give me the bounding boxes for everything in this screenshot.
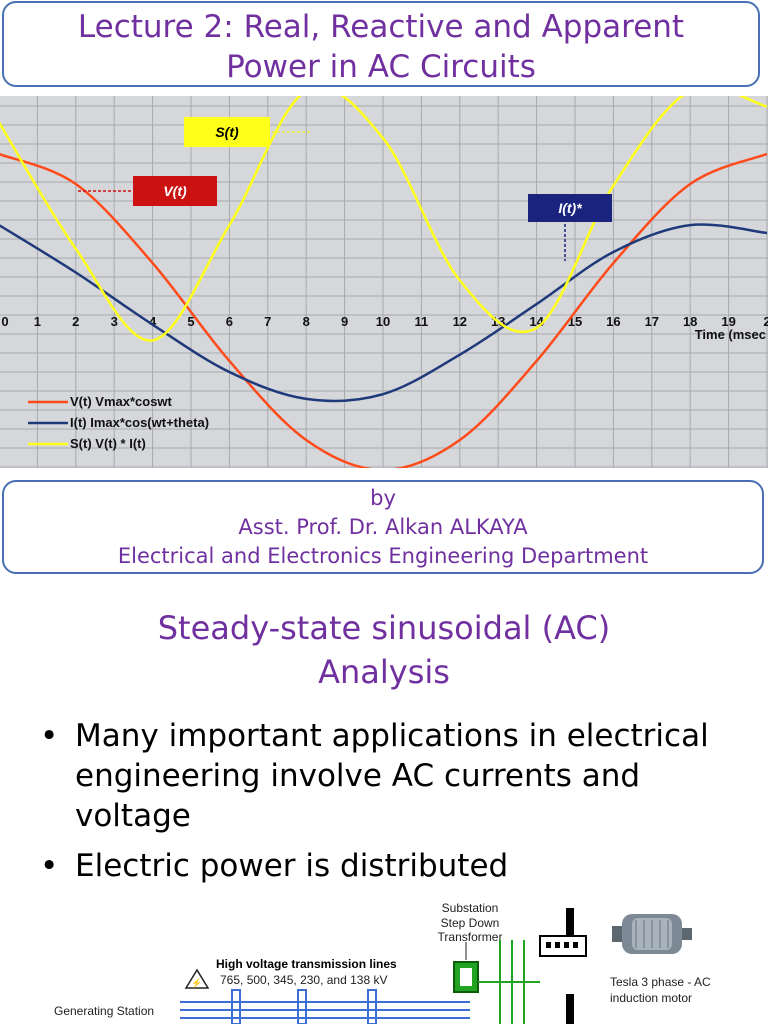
chart-background [0, 96, 768, 468]
x-tick-label: 18 [683, 314, 697, 329]
x-tick-label: 3 [111, 314, 118, 329]
series-line-current [0, 223, 768, 403]
bullet-marker: • [40, 718, 59, 754]
step-down-transformer [453, 940, 540, 1024]
x-tick-label: 5 [187, 314, 194, 329]
legend-current-label: I(t) Imax*cos(wt+theta) [70, 415, 209, 430]
x-tick-label: 11 [415, 314, 429, 329]
hv-title: High voltage transmission lines [216, 957, 397, 971]
x-tick-label: 4 [149, 314, 157, 329]
x-tick-label: 2 [72, 314, 79, 329]
callout-i-t-label: I(t)* [558, 200, 582, 216]
bullet-list: • Many important applications in electri… [40, 716, 760, 896]
x-tick-label: 12 [453, 314, 467, 329]
x-tick-label: 8 [303, 314, 310, 329]
x-tick-label: 1 [34, 314, 41, 329]
title-line-1: Lecture 2: Real, Reactive and Apparent [77, 9, 685, 45]
substation-label-2: Step Down [441, 916, 500, 930]
section-heading-line-2: Analysis [318, 653, 450, 691]
title-line-2: Power in AC Circuits [226, 49, 536, 85]
power-distribution-figure: Substation Step Down Transformer ⚡ High … [0, 890, 768, 1025]
title-box: Lecture 2: Real, Reactive and Apparent P… [2, 1, 760, 87]
legend-power-label: S(t) V(t) * I(t) [70, 436, 146, 451]
bullet-text: Electric power is distributed [75, 848, 509, 884]
bullet-text: Many important applications in electrica… [75, 718, 709, 834]
motor-icon [612, 914, 692, 954]
warning-icon-glyph: ⚡ [191, 977, 202, 989]
x-tick-label: 16 [606, 314, 620, 329]
section-heading: Steady-state sinusoidal (AC) Analysis [0, 606, 768, 694]
generating-station-label: Generating Station [54, 1004, 154, 1018]
distribution-svg: Substation Step Down Transformer ⚡ High … [54, 901, 711, 1025]
author-box: by Asst. Prof. Dr. Alkan ALKAYA Electric… [2, 480, 764, 574]
transmission-lines [180, 989, 470, 1025]
callout-i-t-box [528, 194, 612, 222]
bullet-item: • Electric power is distributed [40, 846, 760, 886]
section-heading-line-1: Steady-state sinusoidal (AC) [157, 609, 611, 647]
x-tick-label: 15 [568, 314, 582, 329]
substation-label-3: Transformer [438, 930, 503, 944]
callout-s-t-label: S(t) [215, 124, 239, 140]
author-by: by [370, 486, 396, 510]
bullet-marker: • [40, 848, 59, 884]
power-waveform-chart: 0 1 2 3 4 5 6 7 8 9 10 11 12 13 14 15 16 17 18 19 2 Time (mse… [0, 85, 768, 472]
factory-icon [566, 994, 574, 1024]
substation-label-1: Substation [442, 901, 499, 915]
author-name: Asst. Prof. Dr. Alkan ALKAYA [238, 515, 528, 539]
x-tick-label: 2 [763, 314, 768, 329]
callout-s-t-box [184, 117, 270, 147]
legend-voltage-label: V(t) Vmax*coswt [70, 394, 173, 409]
series-line-power [0, 85, 768, 342]
x-tick-label: 9 [341, 314, 348, 329]
callout-v-t-box [133, 176, 217, 206]
x-tick-label: 0 [1, 314, 8, 329]
author-department: Electrical and Electronics Engineering D… [117, 544, 649, 568]
callout-v-t-label: V(t) [163, 183, 187, 199]
warning-icon [184, 968, 210, 989]
x-axis-label: Time (msec [695, 327, 766, 342]
factory-icon [539, 908, 587, 957]
motor-label-1: Tesla 3 phase - AC [610, 975, 711, 989]
hv-values: 765, 500, 345, 230, and 138 kV [220, 973, 387, 987]
x-tick-label: 17 [645, 314, 659, 329]
motor-label-2: induction motor [610, 991, 692, 1005]
x-tick-label: 6 [226, 314, 233, 329]
x-tick-label: 10 [376, 314, 390, 329]
x-tick-label: 19 [721, 314, 735, 329]
bullet-item: • Many important applications in electri… [40, 716, 760, 836]
x-tick-label: 7 [264, 314, 271, 329]
